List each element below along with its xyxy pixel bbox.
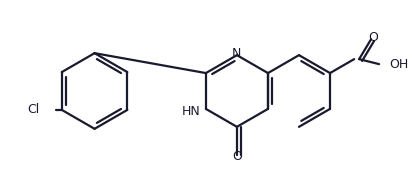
Text: O: O xyxy=(368,31,378,44)
Text: HN: HN xyxy=(182,105,201,118)
Text: Cl: Cl xyxy=(28,103,40,116)
Text: O: O xyxy=(232,150,242,163)
Text: N: N xyxy=(232,47,241,60)
Text: OH: OH xyxy=(389,58,408,71)
